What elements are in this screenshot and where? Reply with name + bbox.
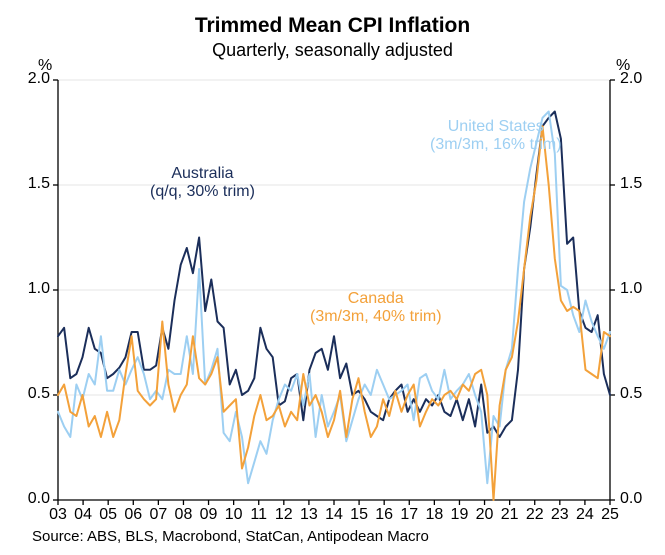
x-tick-label: 10 xyxy=(222,506,246,524)
x-tick-label: 25 xyxy=(598,506,622,524)
annotation-us-line1: United States xyxy=(448,118,544,135)
x-tick-label: 04 xyxy=(71,506,95,524)
x-tick-label: 03 xyxy=(46,506,70,524)
x-tick-label: 20 xyxy=(473,506,497,524)
x-tick-label: 16 xyxy=(372,506,396,524)
annotation-canada-line1: Canada xyxy=(348,290,404,307)
y-tick-label-left: 1.5 xyxy=(14,175,50,193)
annotation-canada: Canada (3m/3m, 40% trim) xyxy=(310,290,442,327)
x-tick-label: 07 xyxy=(146,506,170,524)
x-tick-label: 05 xyxy=(96,506,120,524)
y-tick-label-right: 0.0 xyxy=(620,490,660,508)
annotation-us-line2: (3m/3m, 16% trim) xyxy=(430,136,562,153)
x-tick-label: 17 xyxy=(397,506,421,524)
x-tick-label: 23 xyxy=(548,506,572,524)
y-tick-label-right: 2.0 xyxy=(620,70,660,88)
x-tick-label: 22 xyxy=(523,506,547,524)
x-tick-label: 21 xyxy=(498,506,522,524)
annotation-united-states: United States (3m/3m, 16% trim) xyxy=(430,118,562,155)
chart-source: Source: ABS, BLS, Macrobond, StatCan, An… xyxy=(32,528,429,545)
y-tick-label-left: 0.0 xyxy=(14,490,50,508)
chart-plot-area xyxy=(0,0,665,555)
x-tick-label: 06 xyxy=(121,506,145,524)
x-tick-label: 12 xyxy=(272,506,296,524)
y-tick-label-right: 1.5 xyxy=(620,175,660,193)
x-tick-label: 19 xyxy=(447,506,471,524)
x-tick-label: 14 xyxy=(322,506,346,524)
annotation-australia-line1: Australia xyxy=(171,165,233,182)
x-tick-label: 24 xyxy=(573,506,597,524)
x-tick-label: 13 xyxy=(297,506,321,524)
annotation-australia-line2: (q/q, 30% trim) xyxy=(150,183,255,200)
annotation-australia: Australia (q/q, 30% trim) xyxy=(150,165,255,202)
y-tick-label-left: 1.0 xyxy=(14,280,50,298)
y-tick-label-right: 0.5 xyxy=(620,385,660,403)
annotation-canada-line2: (3m/3m, 40% trim) xyxy=(310,308,442,325)
y-tick-label-left: 0.5 xyxy=(14,385,50,403)
y-tick-label-right: 1.0 xyxy=(620,280,660,298)
x-tick-label: 15 xyxy=(347,506,371,524)
y-tick-label-left: 2.0 xyxy=(14,70,50,88)
x-tick-label: 09 xyxy=(197,506,221,524)
x-tick-label: 08 xyxy=(171,506,195,524)
x-tick-label: 11 xyxy=(247,506,271,524)
x-tick-label: 18 xyxy=(422,506,446,524)
